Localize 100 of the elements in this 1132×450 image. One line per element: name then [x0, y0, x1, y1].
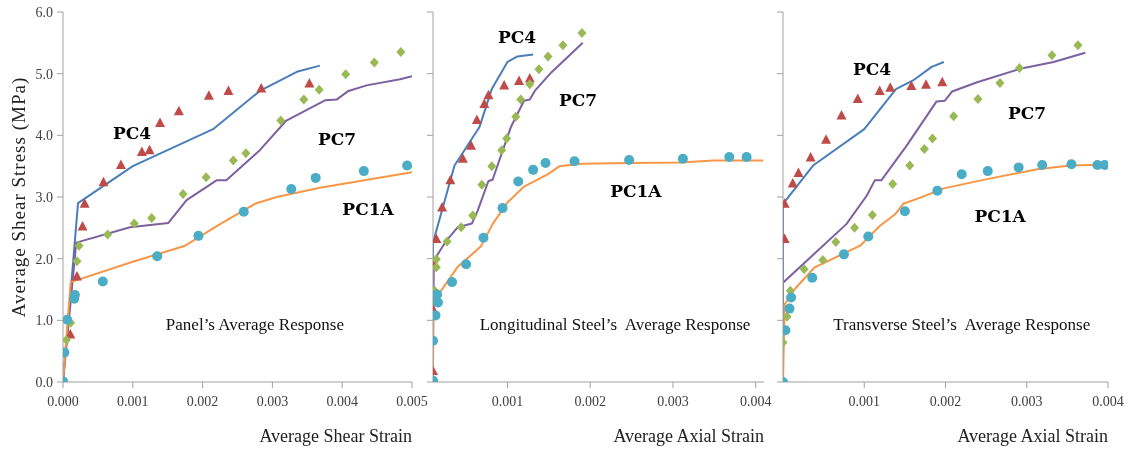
annotation: PC7 [558, 90, 598, 111]
point [299, 94, 309, 105]
point [402, 160, 412, 171]
point [852, 93, 863, 103]
point [152, 251, 163, 262]
point [479, 98, 490, 108]
point [499, 79, 510, 90]
point [466, 140, 477, 150]
x-tick-label: 0.002 [574, 393, 606, 409]
point [807, 272, 818, 283]
y-tick-label: 3.0 [35, 189, 53, 205]
point [899, 206, 910, 217]
point [477, 179, 487, 190]
point [471, 114, 482, 124]
point [447, 277, 458, 288]
point [540, 158, 551, 169]
point [103, 229, 113, 240]
point [310, 172, 321, 183]
point [487, 161, 497, 172]
point [831, 237, 841, 248]
point [513, 176, 524, 187]
point [838, 249, 849, 260]
point [850, 222, 859, 233]
point [256, 82, 267, 93]
point [238, 206, 249, 217]
x-tick-label: 0.001 [848, 393, 880, 409]
point [1014, 63, 1024, 74]
x-tick-label: 0.004 [1092, 393, 1124, 409]
x-tick-label: 0.001 [491, 393, 524, 409]
point [147, 212, 157, 223]
point [525, 79, 535, 90]
annotation: PC1A [974, 205, 1026, 226]
x-tick-label: 0.003 [256, 393, 289, 409]
point [1013, 162, 1024, 173]
x-axis-title: Average Axial Strain [957, 426, 1108, 446]
point [921, 79, 931, 89]
point [155, 117, 166, 127]
point [457, 153, 468, 163]
y-tick-label: 0.0 [35, 374, 53, 390]
point [821, 134, 832, 144]
annotation: PC4 [113, 122, 152, 143]
point [932, 185, 943, 196]
point [502, 133, 512, 144]
point [906, 80, 917, 90]
point [937, 76, 948, 87]
point [63, 335, 71, 346]
point [919, 143, 929, 154]
point [888, 179, 898, 190]
point [314, 84, 324, 95]
x-tick-label: 0.005 [396, 393, 428, 409]
annotation: Transverse Steel’s Average Response [833, 315, 1091, 336]
point [516, 94, 526, 105]
x-tick-label: 0.003 [1011, 393, 1043, 409]
point [445, 174, 456, 185]
annotation: Panel’s Average Response [165, 315, 345, 336]
point [514, 75, 525, 86]
point [787, 177, 798, 188]
point [98, 176, 109, 187]
point [956, 169, 967, 180]
point [433, 289, 443, 300]
point [995, 77, 1005, 88]
point [74, 240, 84, 251]
point [786, 292, 797, 303]
point [129, 218, 139, 229]
point [483, 89, 494, 100]
point [973, 93, 983, 104]
point [478, 232, 489, 243]
x-tick-label: 0.001 [117, 393, 149, 409]
point [115, 159, 126, 169]
x-axis-title: Average Shear Strain [259, 426, 412, 446]
point [558, 40, 568, 51]
point [885, 82, 896, 92]
point [905, 160, 915, 171]
point [863, 231, 874, 242]
point [341, 69, 351, 80]
point [928, 133, 937, 144]
point [528, 164, 539, 175]
x-axis-title: Average Axial Strain [613, 426, 764, 446]
annotation: PC4 [852, 58, 892, 79]
point [77, 221, 88, 231]
point [818, 254, 828, 265]
point [497, 203, 508, 214]
annotation: PC7 [317, 128, 357, 149]
y-tick-label: 6.0 [35, 4, 53, 20]
x-tick-label: 0.000 [47, 393, 79, 409]
annotation: PC1A [342, 198, 394, 219]
annotation: PC1A [610, 181, 662, 202]
point [511, 111, 521, 122]
point [677, 153, 688, 164]
point [396, 47, 406, 58]
x-tick-label: 0.003 [657, 393, 689, 409]
point [79, 198, 90, 208]
point [569, 156, 580, 167]
point [71, 271, 82, 281]
point [97, 276, 108, 287]
point [799, 264, 809, 275]
x-tick-label: 0.002 [929, 393, 962, 409]
point [358, 166, 369, 177]
y-tick-label: 1.0 [35, 313, 53, 329]
point [468, 210, 478, 221]
